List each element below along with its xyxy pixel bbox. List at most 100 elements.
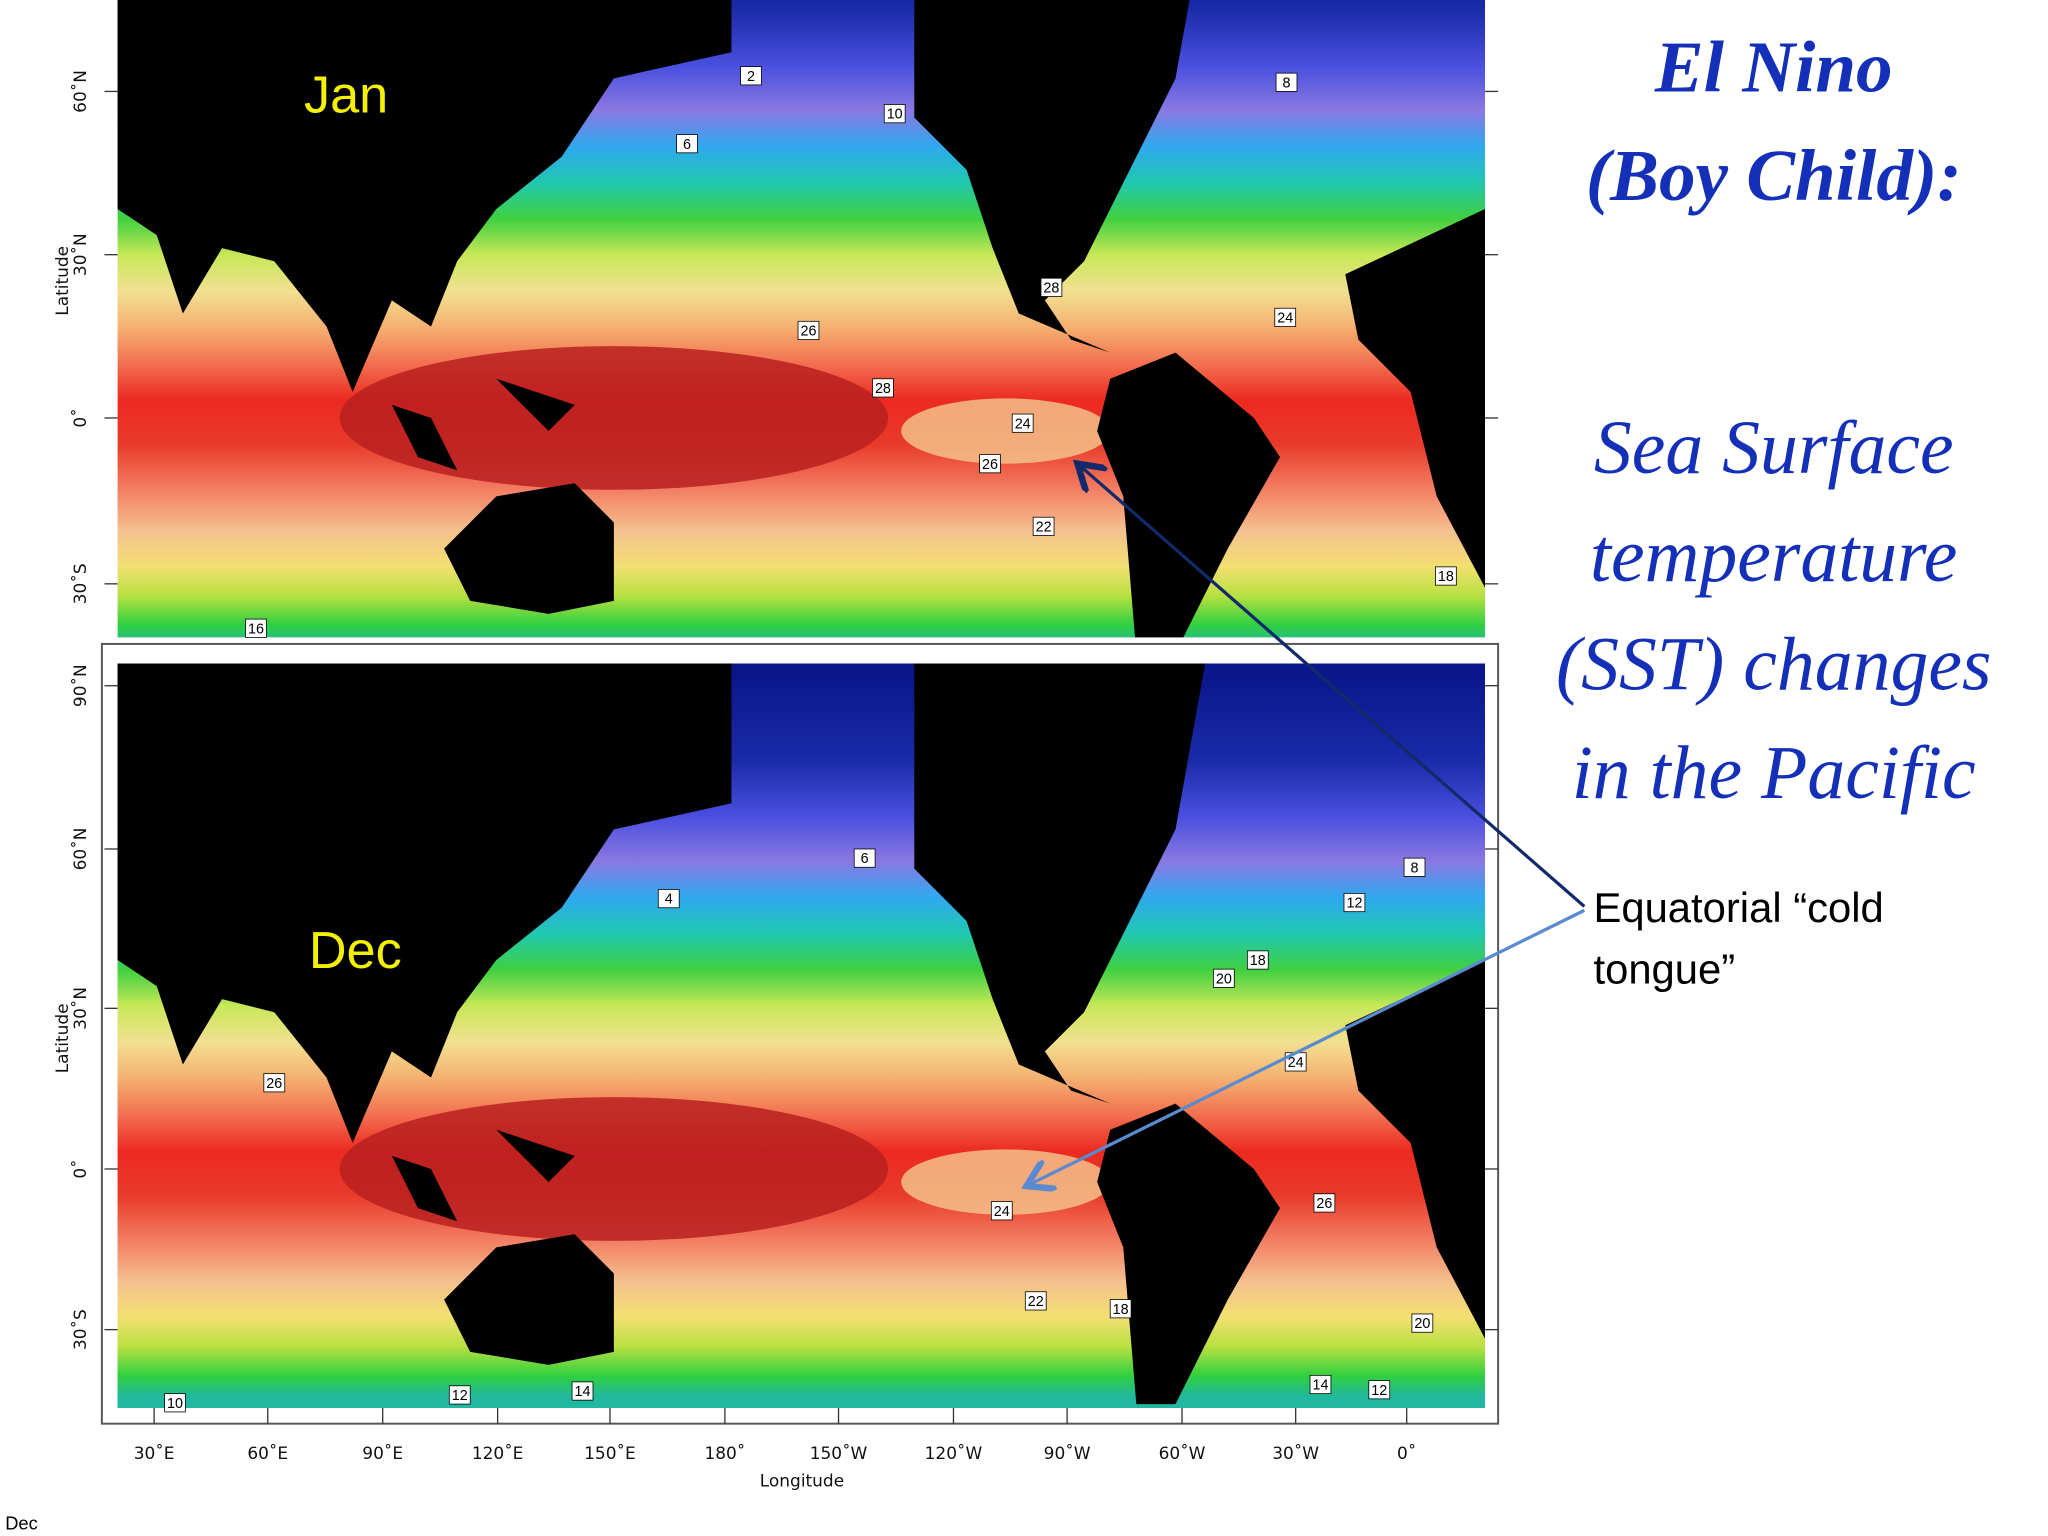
contour-label: 20 (1216, 971, 1232, 987)
x-axis-label: Longitude (760, 1471, 844, 1491)
land (496, 378, 575, 432)
land (1097, 352, 1280, 638)
contour-label: 18 (1113, 1302, 1129, 1318)
contour-label: 6 (683, 137, 691, 153)
contour-label: 26 (800, 324, 816, 340)
cold-tongue (901, 1149, 1111, 1215)
subtitle-line: Sea Surface (1594, 406, 1954, 490)
contour-label: 8 (1283, 75, 1291, 91)
land (496, 1129, 575, 1183)
contour-label-box (164, 1393, 186, 1413)
lat-tick-label: 0˚ (70, 1159, 91, 1178)
contour-label-box (883, 104, 906, 124)
map-dec (117, 663, 1486, 1408)
contour-label: 14 (575, 1384, 591, 1400)
title-line: El Nino (1654, 26, 1893, 107)
map-frame (100, 642, 1500, 1425)
annotation: Equatorial “cold (1593, 884, 1883, 931)
contour-label-box (979, 454, 1001, 474)
cold-tongue (901, 398, 1111, 464)
lat-tick-label: 60˚N (70, 70, 91, 113)
lon-tick-label: 90˚E (362, 1443, 403, 1464)
arrow-dec (1027, 908, 1586, 1186)
warm-pool (339, 1097, 889, 1241)
lon-tick-label: 60˚W (1159, 1443, 1206, 1464)
contour-label: 26 (1316, 1196, 1332, 1212)
subtitle-line: temperature (1590, 514, 1957, 598)
contour-label-box (853, 848, 876, 868)
contour-label: 24 (1015, 416, 1031, 432)
contour-label: 14 (1312, 1378, 1328, 1394)
lat-tick-label: 90˚N (70, 664, 91, 707)
labels: El Nino (Boy Child): Sea Surface temperatur… (5, 26, 1991, 1533)
lon-tick-label: 120˚E (472, 1443, 524, 1464)
contour-label-box (1109, 1299, 1132, 1319)
land (117, 0, 732, 392)
contour-label-box (872, 378, 894, 398)
y-axis-label: Latitude (53, 246, 73, 316)
contour-label-box (1411, 1313, 1434, 1333)
contour-label: 18 (1438, 569, 1454, 585)
lon-tick-label: 60˚E (247, 1443, 288, 1464)
contour-label: 2 (747, 69, 755, 85)
lon-tick-label: 150˚E (584, 1443, 636, 1464)
lon-tick-label: 120˚W (925, 1443, 983, 1464)
contour-label-box (1275, 72, 1298, 92)
contour-label: 10 (887, 107, 903, 123)
month-label: Dec (309, 922, 402, 980)
lon-tick-label: 0˚ (1397, 1443, 1416, 1464)
subtitle-line: in the Pacific (1572, 731, 1976, 815)
lat-tick-label: 60˚N (70, 828, 91, 871)
land (914, 663, 1206, 1104)
contour-label-box (657, 889, 680, 909)
lat-tick-label: 30˚S (70, 1309, 91, 1350)
lon-tick-label: 90˚W (1044, 1443, 1091, 1464)
contour-label: 24 (1288, 1055, 1304, 1071)
contour-label-box (1435, 566, 1457, 586)
contour-label: 12 (1346, 896, 1362, 912)
subtitle-line: (SST) changes (1556, 623, 1992, 707)
contour-label-box (1313, 1193, 1336, 1213)
arrow-jan (1078, 464, 1586, 908)
footer: Dec (5, 1512, 37, 1533)
contour-label-box (1011, 413, 1034, 433)
contour-label: 26 (266, 1076, 282, 1092)
contour-label-box (1246, 950, 1269, 970)
land (444, 1234, 614, 1365)
contour-label: 28 (1043, 280, 1059, 296)
contour-label-box (1343, 892, 1366, 913)
contour-label: 28 (875, 381, 891, 397)
lon-tick-label: 180˚ (704, 1443, 745, 1464)
contour-label-box (1368, 1380, 1391, 1400)
map-jan (117, 0, 1486, 638)
contour-label-box (571, 1381, 594, 1401)
contour-label: 12 (1371, 1383, 1387, 1399)
contour-label-box (1274, 307, 1297, 327)
contour-label-box (797, 320, 820, 340)
contour-label: 18 (1250, 953, 1266, 969)
contour-label-box (990, 1201, 1013, 1221)
land (391, 1155, 458, 1222)
lat-tick-label: 30˚S (70, 563, 91, 604)
contour-label-box (1040, 277, 1063, 297)
contour-label: 22 (1028, 1294, 1044, 1310)
contour-label: 24 (994, 1204, 1010, 1220)
lon-tick-label: 150˚W (810, 1443, 868, 1464)
contour-label: 12 (452, 1388, 468, 1404)
month-label: Jan (304, 66, 388, 124)
title-line: (Boy Child): (1586, 135, 1962, 216)
land (1345, 208, 1486, 588)
land (1097, 1103, 1280, 1405)
lat-tick-label: 30˚N (70, 233, 91, 276)
contour-label-box (1403, 857, 1426, 877)
land (444, 483, 614, 614)
contour-label-box (448, 1385, 471, 1405)
contour-label: 8 (1411, 860, 1419, 876)
contour-label-box (1032, 516, 1055, 536)
contour-label: 6 (861, 851, 869, 867)
contour-label: 20 (1414, 1316, 1430, 1332)
y-axis-label: Latitude (53, 1003, 73, 1073)
contour-label: 22 (1036, 519, 1052, 535)
